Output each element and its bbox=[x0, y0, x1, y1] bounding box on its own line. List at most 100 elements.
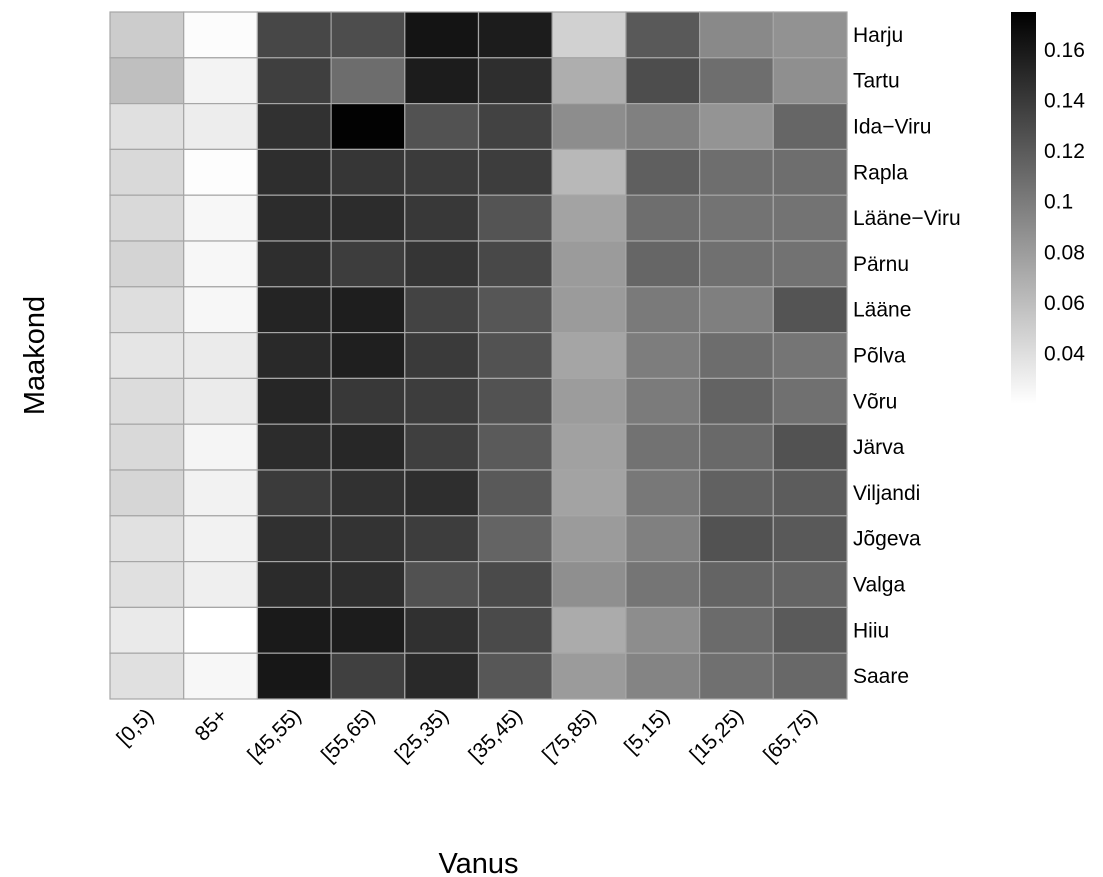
y-tick-label: Lääne bbox=[853, 299, 911, 322]
heatmap-cell bbox=[404, 423, 480, 471]
heatmap-cell bbox=[625, 11, 701, 59]
heatmap-cell bbox=[183, 423, 258, 471]
heatmap-cell bbox=[477, 148, 553, 196]
heatmap-cell bbox=[183, 194, 258, 242]
heatmap-cell bbox=[256, 57, 332, 105]
heatmap-cell bbox=[551, 652, 627, 700]
heatmap-cell bbox=[625, 606, 701, 654]
heatmap-cell bbox=[625, 423, 701, 471]
x-tick-label: [5,15) bbox=[620, 704, 674, 758]
heatmap-cell bbox=[109, 377, 185, 425]
heatmap-cell bbox=[625, 560, 701, 608]
heatmap-cell bbox=[109, 606, 185, 654]
heatmap-cell bbox=[330, 469, 406, 517]
y-tick-label: Järva bbox=[853, 436, 905, 459]
heatmap-cell bbox=[109, 515, 185, 563]
heatmap-cell bbox=[256, 423, 332, 471]
x-tick-label: [55,65) bbox=[317, 704, 380, 767]
heatmap-cell bbox=[551, 332, 627, 380]
heatmap-cell bbox=[698, 469, 774, 517]
heatmap-cell bbox=[477, 515, 553, 563]
heatmap-cell bbox=[698, 606, 774, 654]
heatmap-cell bbox=[404, 377, 480, 425]
heatmap-cell bbox=[404, 560, 480, 608]
heatmap-cell bbox=[698, 332, 774, 380]
heatmap-cell bbox=[625, 102, 701, 150]
heatmap-cell bbox=[183, 332, 258, 380]
heatmap-cell bbox=[330, 423, 406, 471]
legend-tick-label: 0.12 bbox=[1044, 140, 1085, 163]
heatmap-cell bbox=[772, 57, 848, 105]
heatmap-cell bbox=[330, 102, 406, 150]
heatmap-cell bbox=[256, 606, 332, 654]
heatmap-cell bbox=[625, 469, 701, 517]
heatmap-cell bbox=[404, 11, 480, 59]
heatmap-cell bbox=[772, 240, 848, 288]
heatmap-cell bbox=[477, 560, 553, 608]
x-tick-label: [15,25) bbox=[685, 704, 748, 767]
heatmap-cell bbox=[698, 57, 774, 105]
heatmap-cell bbox=[404, 102, 480, 150]
x-tick-label: [65,75) bbox=[759, 704, 822, 767]
heatmap-cell bbox=[330, 332, 406, 380]
heatmap-cell bbox=[477, 102, 553, 150]
heatmap-cell bbox=[772, 560, 848, 608]
heatmap-cell bbox=[256, 102, 332, 150]
heatmap-cell bbox=[772, 377, 848, 425]
heatmap-cell bbox=[109, 332, 185, 380]
heatmap-cell bbox=[625, 240, 701, 288]
legend-tick-label: 0.14 bbox=[1044, 90, 1085, 113]
heatmap-cell bbox=[183, 148, 258, 196]
heatmap-cell bbox=[183, 11, 258, 59]
heatmap-cell bbox=[698, 652, 774, 700]
heatmap-cell bbox=[183, 515, 258, 563]
heatmap-cell bbox=[551, 560, 627, 608]
heatmap-cell bbox=[183, 102, 258, 150]
heatmap-cell bbox=[330, 57, 406, 105]
heatmap-cell bbox=[256, 560, 332, 608]
heatmap-cell bbox=[183, 286, 258, 334]
heatmap-cell bbox=[109, 102, 185, 150]
heatmap-cell bbox=[256, 148, 332, 196]
color-legend: 0.16 0.14 0.12 0.1 0.08 0.06 0.04 bbox=[1011, 12, 1085, 404]
heatmap-cell bbox=[551, 102, 627, 150]
heatmap-cell bbox=[772, 148, 848, 196]
heatmap-cell bbox=[477, 377, 553, 425]
heatmap-cell bbox=[625, 57, 701, 105]
heatmap-cell bbox=[109, 652, 185, 700]
heatmap-cell bbox=[330, 194, 406, 242]
heatmap-cell bbox=[772, 332, 848, 380]
heatmap-cell bbox=[256, 652, 332, 700]
y-tick-label: Põlva bbox=[853, 345, 906, 368]
heatmap-cell bbox=[772, 102, 848, 150]
heatmap-cell bbox=[109, 469, 185, 517]
y-tick-label: Lääne−Viru bbox=[853, 207, 961, 230]
y-tick-label: Võru bbox=[853, 390, 897, 413]
heatmap-cell bbox=[330, 377, 406, 425]
heatmap-cell bbox=[625, 332, 701, 380]
heatmap-cell bbox=[404, 240, 480, 288]
y-tick-label: Valga bbox=[853, 574, 905, 597]
heatmap-cell bbox=[772, 423, 848, 471]
x-tick-label: [0,5) bbox=[112, 704, 158, 750]
heatmap-cell bbox=[551, 194, 627, 242]
heatmap-cell bbox=[551, 11, 627, 59]
heatmap-cell bbox=[551, 57, 627, 105]
heatmap-cell bbox=[698, 560, 774, 608]
heatmap-cell bbox=[551, 423, 627, 471]
heatmap-cell bbox=[109, 560, 185, 608]
legend-tick-label: 0.08 bbox=[1044, 241, 1085, 264]
heatmap-cell bbox=[330, 515, 406, 563]
heatmap-cell bbox=[698, 240, 774, 288]
heatmap-cell bbox=[477, 240, 553, 288]
heatmap-cell bbox=[183, 377, 258, 425]
heatmap-cell bbox=[256, 515, 332, 563]
heatmap-cell bbox=[551, 515, 627, 563]
heatmap-cell bbox=[698, 148, 774, 196]
heatmap-cell bbox=[109, 240, 185, 288]
heatmap-cell bbox=[772, 515, 848, 563]
heatmap-cell bbox=[772, 606, 848, 654]
x-tick-label: [25,35) bbox=[391, 704, 454, 767]
heatmap-cell bbox=[772, 11, 848, 59]
